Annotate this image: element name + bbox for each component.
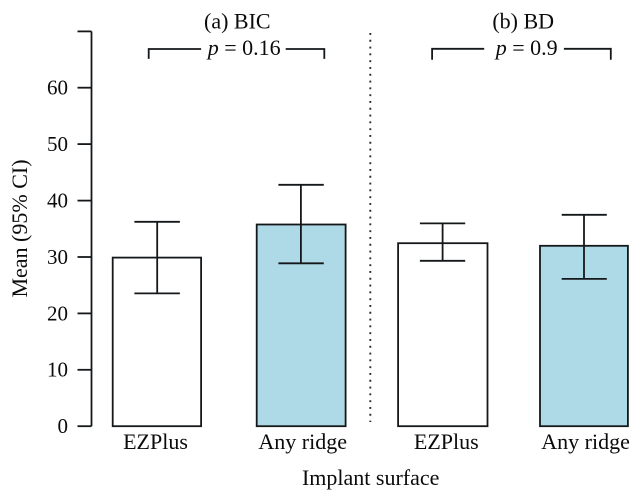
svg-text:p = 0.9: p = 0.9 bbox=[494, 35, 558, 60]
svg-text:Any ridge: Any ridge bbox=[258, 429, 347, 454]
svg-text:EZPlus: EZPlus bbox=[414, 429, 479, 454]
svg-text:Mean (95% CI): Mean (95% CI) bbox=[7, 159, 32, 297]
svg-text:10: 10 bbox=[47, 358, 68, 382]
svg-text:EZPlus: EZPlus bbox=[123, 429, 188, 454]
svg-text:40: 40 bbox=[47, 189, 68, 213]
svg-text:0: 0 bbox=[58, 414, 69, 438]
svg-text:50: 50 bbox=[47, 132, 68, 156]
svg-text:20: 20 bbox=[47, 301, 68, 325]
svg-text:Implant surface: Implant surface bbox=[302, 465, 439, 490]
svg-text:(b) BD: (b) BD bbox=[492, 8, 554, 33]
svg-text:60: 60 bbox=[47, 76, 68, 100]
svg-text:30: 30 bbox=[47, 245, 68, 269]
svg-text:(a) BIC: (a) BIC bbox=[204, 8, 271, 33]
svg-text:Any ridge: Any ridge bbox=[541, 429, 630, 454]
svg-text:p = 0.16: p = 0.16 bbox=[206, 35, 281, 60]
